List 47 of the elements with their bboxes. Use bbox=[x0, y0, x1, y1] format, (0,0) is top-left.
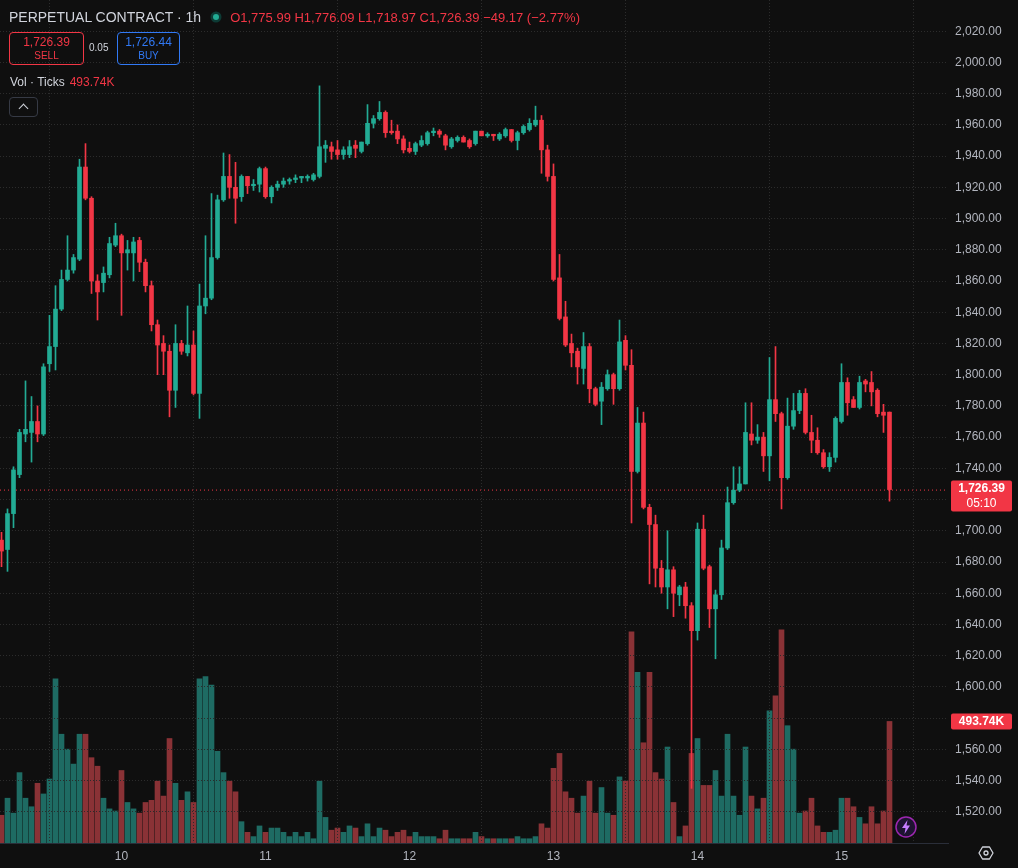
x-tick-label: 13 bbox=[546, 848, 561, 863]
bar bbox=[508, 838, 515, 843]
y-tick-label: 1,780.00 bbox=[955, 398, 1003, 413]
bar bbox=[0, 814, 5, 843]
y-tick-label: 1,700.00 bbox=[955, 523, 1003, 538]
y-tick-label: 1,960.00 bbox=[955, 117, 1003, 132]
text: 05:10 bbox=[966, 495, 997, 510]
x-tick-label: 12 bbox=[402, 848, 417, 863]
annotation: 1,726.44 bbox=[125, 34, 172, 49]
y-tick-label: 1,600.00 bbox=[955, 679, 1003, 694]
y-tick-label: 2,020.00 bbox=[955, 23, 1003, 38]
y-tick-label: 1,680.00 bbox=[955, 554, 1003, 569]
y-tick-label: 1,820.00 bbox=[955, 335, 1003, 350]
y-tick-label: 2,000.00 bbox=[955, 54, 1003, 69]
x-tick-label: 11 bbox=[259, 848, 273, 863]
bar bbox=[490, 838, 497, 843]
bar bbox=[676, 836, 683, 843]
ref-line-label: 1,726.39 bbox=[958, 480, 1006, 495]
x-tick-label: 15 bbox=[834, 848, 849, 863]
annotation: SELL bbox=[34, 48, 59, 62]
y-tick-label: 1,840.00 bbox=[955, 304, 1003, 319]
annotation: 1,726.39 bbox=[23, 34, 70, 49]
y-tick-label: 1,940.00 bbox=[955, 148, 1003, 163]
text: 493.74K bbox=[958, 713, 1005, 728]
y-tick-label: 1,880.00 bbox=[955, 242, 1003, 257]
bar bbox=[484, 838, 491, 843]
y-tick-label: 1,740.00 bbox=[955, 460, 1003, 475]
y-tick-label: 1,660.00 bbox=[955, 585, 1003, 600]
y-tick-label: 1,560.00 bbox=[955, 741, 1003, 756]
y-tick-label: 1,640.00 bbox=[955, 616, 1003, 631]
annotation: 493.74K bbox=[69, 75, 115, 89]
y-tick-label: 1,860.00 bbox=[955, 273, 1003, 288]
text: PERPETUAL CONTRACT · 1h bbox=[9, 9, 202, 25]
x-tick-label: 10 bbox=[114, 848, 129, 863]
text: O1,775.99 H1,776.09 L1,718.97 C1,726.39 −49.17 (−2.77%) bbox=[230, 9, 580, 25]
y-tick-label: 1,980.00 bbox=[955, 85, 1003, 100]
annotation: BUY bbox=[138, 48, 159, 62]
y-tick-label: 1,920.00 bbox=[955, 179, 1003, 194]
annotation: 0.05 bbox=[89, 42, 109, 53]
x-tick-label: 14 bbox=[690, 848, 705, 863]
y-tick-label: 1,800.00 bbox=[955, 366, 1003, 381]
y-tick-label: 1,900.00 bbox=[955, 210, 1003, 225]
chart-title: Vol · Ticks bbox=[10, 75, 65, 89]
y-tick-label: 1,540.00 bbox=[955, 772, 1003, 787]
y-tick-label: 1,760.00 bbox=[955, 429, 1003, 444]
y-tick-label: 1,620.00 bbox=[955, 647, 1003, 662]
y-tick-label: 1,520.00 bbox=[955, 804, 1003, 819]
